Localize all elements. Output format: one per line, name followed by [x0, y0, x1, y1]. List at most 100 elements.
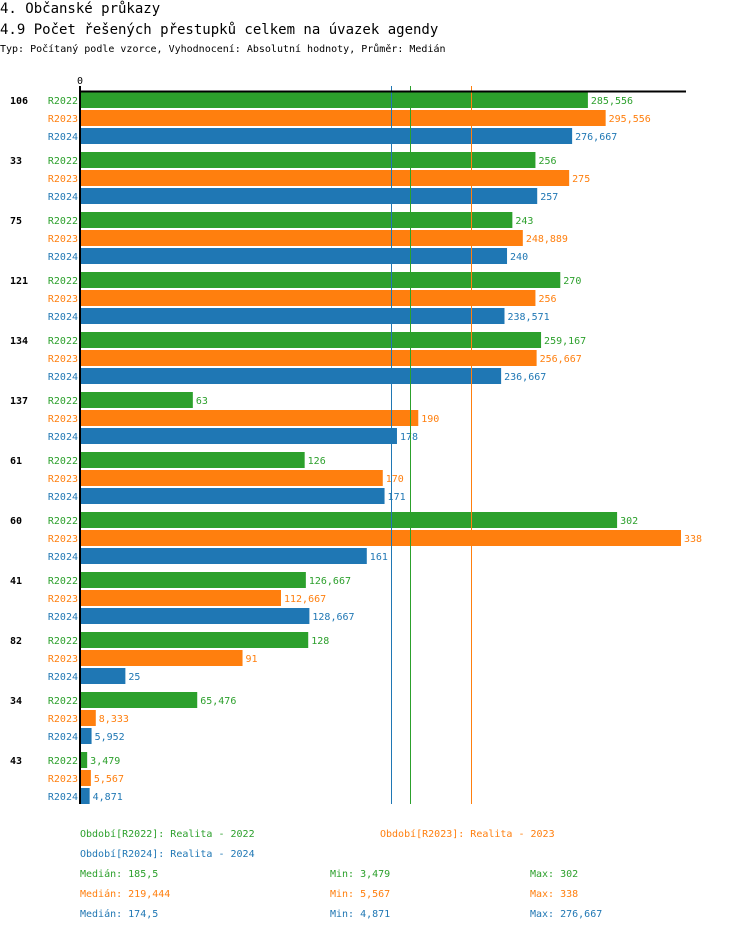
category-label: 121 — [10, 276, 28, 287]
data-label: 257 — [540, 192, 558, 203]
series-label: R2023 — [48, 594, 78, 605]
stat-max-r2022: Max: 302 — [530, 869, 579, 880]
series-label: R2023 — [48, 354, 78, 365]
data-label: 170 — [386, 474, 404, 485]
bars-layer: 106 R2022 285,556 R2023 295,556 R2024 276,667 3… — [10, 92, 702, 804]
bar-r2024 — [81, 488, 385, 504]
series-label: R2023 — [48, 114, 78, 125]
series-label: R2022 — [48, 636, 78, 647]
data-label: 302 — [620, 516, 638, 527]
data-label: 275 — [572, 174, 590, 185]
bar-r2024 — [81, 128, 573, 144]
series-label: R2024 — [48, 732, 78, 743]
bar-r2023 — [81, 530, 681, 546]
stat-min-r2023: Min: 5,567 — [330, 889, 391, 900]
bar-r2023 — [81, 350, 537, 366]
stat-median-r2024: Medián: 174,5 — [80, 909, 159, 920]
bar-r2022 — [81, 752, 88, 768]
chart-title: 4.9 Počet řešených přestupků celkem na ú… — [0, 22, 439, 38]
series-label: R2022 — [48, 576, 78, 587]
bar-r2022 — [81, 272, 561, 288]
series-label: R2022 — [48, 96, 78, 107]
series-label: R2022 — [48, 516, 78, 527]
data-label: 248,889 — [526, 234, 568, 245]
median-lines-layer — [391, 86, 472, 804]
bar-r2022 — [81, 692, 198, 708]
series-label: R2024 — [48, 612, 78, 623]
stat-min-r2024: Min: 4,871 — [330, 909, 391, 920]
series-label: R2024 — [48, 252, 78, 263]
series-label: R2022 — [48, 456, 78, 467]
data-label: 285,556 — [591, 96, 633, 107]
bar-r2024 — [81, 368, 502, 384]
data-label: 270 — [563, 276, 581, 287]
data-label: 238,571 — [507, 312, 549, 323]
series-label: R2023 — [48, 174, 78, 185]
data-label: 295,556 — [609, 114, 651, 125]
series-label: R2022 — [48, 216, 78, 227]
series-label: R2022 — [48, 156, 78, 167]
series-label: R2023 — [48, 294, 78, 305]
bar-r2023 — [81, 230, 523, 246]
data-label: 338 — [684, 534, 702, 545]
bar-r2022 — [81, 512, 618, 528]
bar-r2024 — [81, 728, 92, 744]
data-label: 178 — [400, 432, 418, 443]
data-label: 259,167 — [544, 336, 586, 347]
bar-chart: 106 R2022 285,556 R2023 295,556 R2024 276,667 3… — [10, 76, 702, 804]
bar-r2023 — [81, 590, 282, 606]
series-label: R2023 — [48, 714, 78, 725]
data-label: 25 — [128, 672, 140, 683]
category-label: 75 — [10, 216, 22, 227]
series-label: R2022 — [48, 396, 78, 407]
axis-layer: 0 — [77, 76, 686, 804]
category-label: 43 — [10, 756, 22, 767]
series-label: R2024 — [48, 492, 78, 503]
bar-r2024 — [81, 188, 538, 204]
bar-r2022 — [81, 452, 305, 468]
category-label: 41 — [10, 576, 22, 587]
series-label: R2024 — [48, 792, 78, 803]
data-label: 126,667 — [309, 576, 351, 587]
bar-r2022 — [81, 632, 309, 648]
series-label: R2023 — [48, 234, 78, 245]
data-label: 91 — [246, 654, 258, 665]
section-title: 4. Občanské průkazy — [0, 1, 161, 17]
data-label: 256 — [538, 156, 556, 167]
legend-period-r2022: Období[R2022]: Realita - 2022 — [80, 829, 255, 840]
category-label: 33 — [10, 156, 22, 167]
bar-r2023 — [81, 650, 243, 666]
bar-r2022 — [81, 392, 193, 408]
bar-r2024 — [81, 248, 508, 264]
data-label: 65,476 — [200, 696, 236, 707]
chart-info: Typ: Počítaný podle vzorce, Vyhodnocení:… — [0, 44, 446, 55]
series-label: R2024 — [48, 552, 78, 563]
series-label: R2024 — [48, 132, 78, 143]
series-label: R2022 — [48, 336, 78, 347]
category-label: 60 — [10, 516, 22, 527]
category-label: 137 — [10, 396, 28, 407]
data-label: 4,871 — [93, 792, 123, 803]
bar-r2023 — [81, 770, 91, 786]
bar-r2024 — [81, 308, 505, 324]
series-label: R2024 — [48, 192, 78, 203]
data-label: 5,952 — [95, 732, 125, 743]
series-label: R2023 — [48, 654, 78, 665]
bar-r2024 — [81, 608, 310, 624]
data-label: 276,667 — [575, 132, 617, 143]
category-label: 34 — [10, 696, 22, 707]
data-label: 3,479 — [90, 756, 120, 767]
series-label: R2023 — [48, 414, 78, 425]
data-label: 256,667 — [540, 354, 582, 365]
series-label: R2024 — [48, 312, 78, 323]
data-label: 161 — [370, 552, 388, 563]
data-label: 112,667 — [284, 594, 326, 605]
bar-r2024 — [81, 668, 126, 684]
stat-median-r2023: Medián: 219,444 — [80, 889, 171, 900]
category-label: 106 — [10, 96, 28, 107]
data-label: 63 — [196, 396, 208, 407]
x-tick-label: 0 — [77, 76, 83, 87]
data-label: 236,667 — [504, 372, 546, 383]
stat-min-r2022: Min: 3,479 — [330, 869, 391, 880]
series-label: R2024 — [48, 432, 78, 443]
